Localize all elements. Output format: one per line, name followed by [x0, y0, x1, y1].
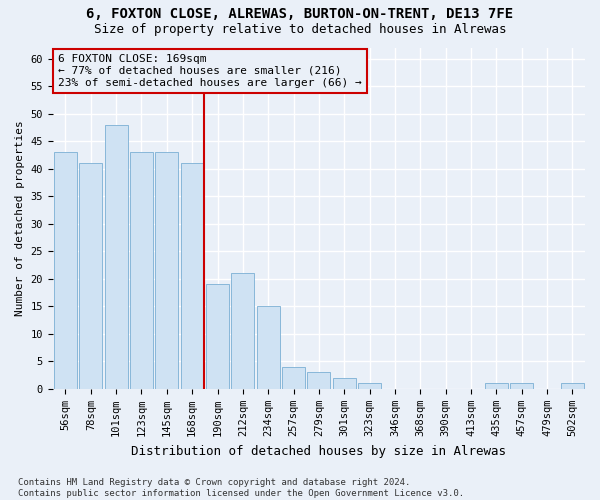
Text: Size of property relative to detached houses in Alrewas: Size of property relative to detached ho… — [94, 22, 506, 36]
Text: Contains HM Land Registry data © Crown copyright and database right 2024.
Contai: Contains HM Land Registry data © Crown c… — [18, 478, 464, 498]
Bar — [105, 124, 128, 389]
Bar — [510, 384, 533, 389]
Bar — [257, 306, 280, 389]
Bar — [54, 152, 77, 389]
X-axis label: Distribution of detached houses by size in Alrewas: Distribution of detached houses by size … — [131, 444, 506, 458]
Text: 6, FOXTON CLOSE, ALREWAS, BURTON-ON-TRENT, DE13 7FE: 6, FOXTON CLOSE, ALREWAS, BURTON-ON-TREN… — [86, 8, 514, 22]
Bar — [181, 163, 203, 389]
Text: 6 FOXTON CLOSE: 169sqm
← 77% of detached houses are smaller (216)
23% of semi-de: 6 FOXTON CLOSE: 169sqm ← 77% of detached… — [58, 54, 362, 88]
Bar — [155, 152, 178, 389]
Bar — [282, 367, 305, 389]
Bar — [206, 284, 229, 389]
Bar — [307, 372, 330, 389]
Bar — [232, 274, 254, 389]
Bar — [358, 384, 381, 389]
Bar — [485, 384, 508, 389]
Bar — [79, 163, 102, 389]
Y-axis label: Number of detached properties: Number of detached properties — [15, 120, 25, 316]
Bar — [130, 152, 153, 389]
Bar — [561, 384, 584, 389]
Bar — [333, 378, 356, 389]
